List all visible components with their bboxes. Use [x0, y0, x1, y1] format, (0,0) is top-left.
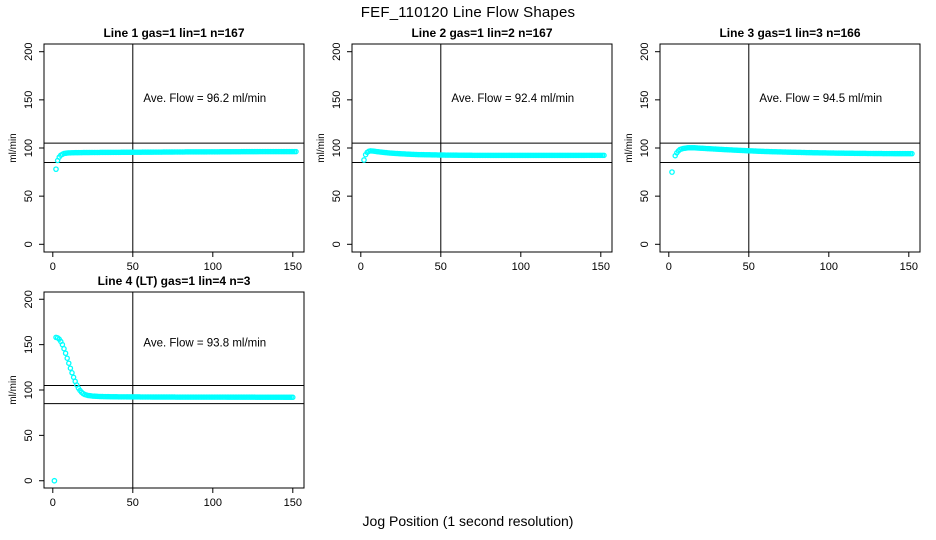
y-axis-label: ml/min: [8, 375, 19, 404]
subplot-line-4: Line 4 (LT) gas=1 lin=4 n=3 0 50 100 150 0 50…: [6, 272, 314, 524]
y-tick-label: 200: [331, 43, 343, 61]
y-tick-label: 200: [23, 290, 35, 308]
y-tick-label: 0: [23, 241, 35, 247]
x-tick-label: 100: [204, 497, 222, 509]
y-axis-label: ml/min: [316, 133, 327, 162]
y-tick-label: 150: [23, 335, 35, 353]
y-tick-label: 200: [23, 43, 35, 61]
data-point: [293, 148, 299, 155]
outlier-point: [51, 477, 58, 484]
subplot-title-line-1: Line 1 gas=1 lin=1 n=167: [103, 26, 245, 40]
plot-area-line-2: 0 50 100 150 0 50 100 150 200 ml/min Ave. Flow = 9…: [316, 43, 613, 273]
y-tick-label: 50: [331, 190, 343, 202]
data-point: [909, 150, 915, 157]
y-tick-label: 50: [23, 190, 35, 202]
subplot-title-line-2: Line 2 gas=1 lin=2 n=167: [411, 26, 553, 40]
x-tick-label: 150: [592, 261, 610, 273]
data-point: [62, 350, 69, 357]
y-tick-label: 150: [639, 91, 651, 109]
avg-flow-annotation: Ave. Flow = 94.5 ml/min: [759, 93, 882, 105]
subplot-line-1: Line 1 gas=1 lin=1 n=167 0 50 100 150 0 50 100…: [6, 24, 314, 276]
x-tick-label: 50: [127, 497, 139, 509]
x-tick-label: 50: [127, 261, 139, 273]
y-tick-label: 100: [23, 381, 35, 399]
plot-area-line-1: 0 50 100 150 0 50 100 150 200 ml/min Ave. Flow = 9…: [8, 43, 305, 273]
avg-flow-annotation: Ave. Flow = 96.2 ml/min: [143, 93, 266, 105]
plot-area-line-4: 0 50 100 150 0 50 100 150 200 ml/min Ave. Flow = 9…: [8, 290, 305, 509]
x-tick-label: 100: [820, 261, 838, 273]
avg-flow-annotation: Ave. Flow = 92.4 ml/min: [451, 93, 574, 105]
avg-flow-annotation: Ave. Flow = 93.8 ml/min: [143, 337, 266, 349]
x-axis-label: Jog Position (1 second resolution): [362, 513, 574, 529]
x-tick-label: 100: [204, 261, 222, 273]
y-tick-label: 0: [639, 241, 651, 247]
x-tick-label: 100: [512, 261, 530, 273]
x-tick-label: 50: [435, 261, 447, 273]
y-tick-label: 50: [639, 190, 651, 202]
outlier-point: [361, 157, 367, 163]
y-tick-label: 200: [639, 43, 651, 61]
y-axis-label: ml/min: [8, 133, 19, 162]
data-point: [64, 355, 70, 361]
y-tick-label: 100: [331, 139, 343, 157]
y-tick-label: 0: [331, 241, 343, 247]
x-tick-label: 0: [50, 261, 56, 273]
y-tick-label: 0: [23, 478, 35, 484]
y-tick-label: 50: [23, 429, 35, 441]
data-point: [61, 345, 67, 352]
data-point: [69, 370, 75, 376]
outlier-point: [669, 169, 675, 175]
plot-border: [43, 43, 305, 253]
x-tick-label: 150: [900, 261, 918, 273]
x-tick-label: 0: [50, 497, 56, 509]
y-axis-label: ml/min: [624, 133, 635, 162]
subplot-title-line-3: Line 3 gas=1 lin=3 n=166: [719, 26, 861, 40]
subplot-line-2: Line 2 gas=1 lin=2 n=167 0 50 100 150 0 50 100…: [314, 24, 622, 276]
y-tick-label: 150: [331, 91, 343, 109]
data-point: [601, 152, 607, 159]
y-tick-label: 100: [639, 139, 651, 157]
subplot-line-3: Line 3 gas=1 lin=3 n=166 0 50 100 150 0 50 100…: [622, 24, 930, 276]
main-title: FEF_110120 Line Flow Shapes: [360, 4, 576, 21]
y-tick-label: 150: [23, 91, 35, 109]
plot-border: [351, 43, 613, 253]
data-point: [66, 360, 72, 366]
outlier-point: [53, 166, 59, 173]
x-tick-label: 0: [358, 261, 364, 273]
subplot-title-line-4: Line 4 (LT) gas=1 lin=4 n=3: [97, 274, 251, 288]
plot-area-line-3: 0 50 100 150 0 50 100 150 200 ml/min Ave. Flow = 9…: [624, 43, 921, 273]
x-tick-label: 150: [284, 261, 302, 273]
x-tick-label: 0: [666, 261, 672, 273]
data-point: [290, 394, 296, 401]
data-point: [67, 365, 74, 371]
y-tick-label: 100: [23, 139, 35, 157]
x-tick-label: 150: [284, 497, 302, 509]
x-tick-label: 50: [743, 261, 755, 273]
